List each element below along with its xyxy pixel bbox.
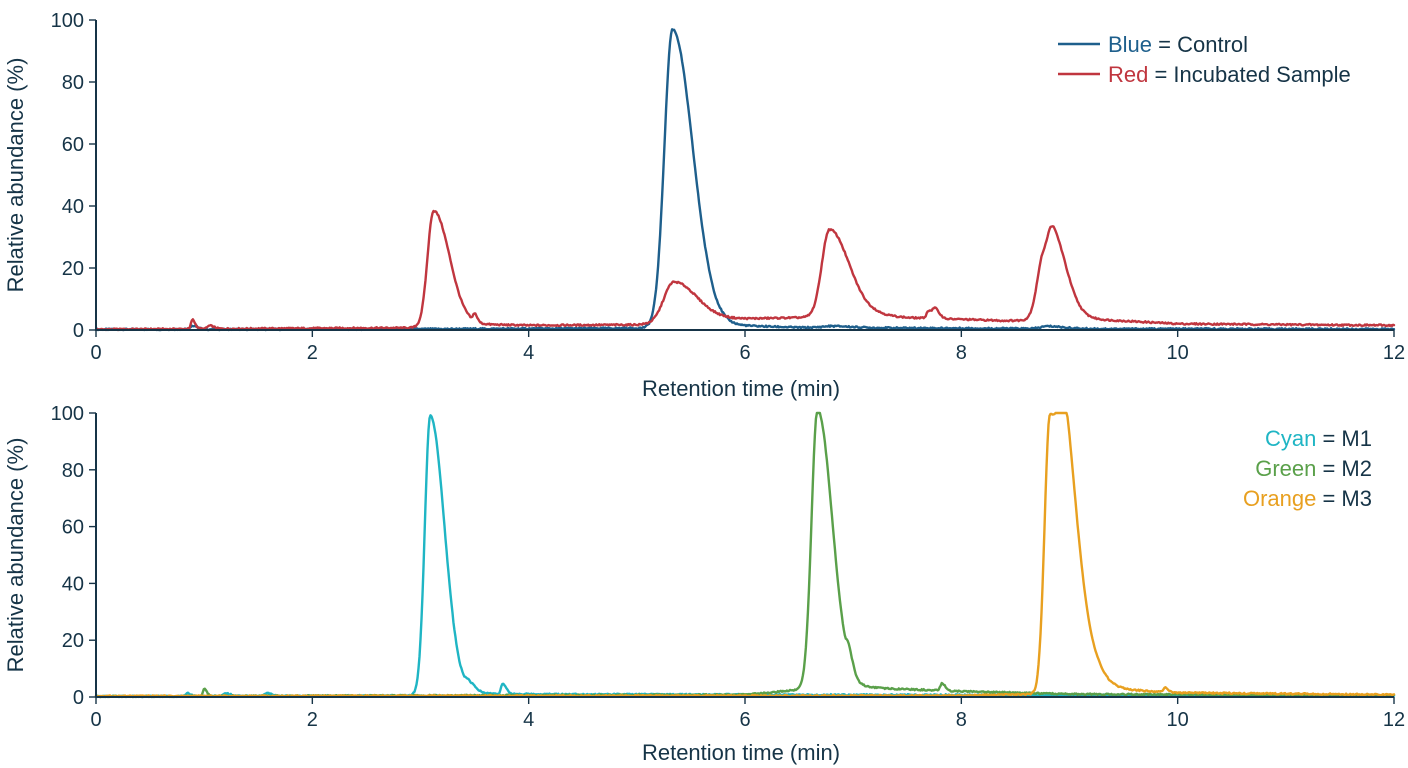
legend-item-blue-control: Blue = Control	[1058, 32, 1248, 57]
x-tick-label: 12	[1383, 709, 1405, 731]
series-line-0-1	[94, 209, 1396, 332]
x-tick-label: 0	[90, 342, 101, 364]
legend-rest-text: = M2	[1316, 456, 1372, 481]
x-tick-label: 10	[1167, 342, 1189, 364]
series-line-1-2	[94, 411, 1396, 698]
series-line-1-1	[94, 411, 1396, 699]
legend-item-red-incubated: Red = Incubated Sample	[1058, 62, 1351, 87]
series-line-1-0	[94, 414, 1396, 699]
x-tick-label: 2	[307, 709, 318, 731]
legend-rest-text: = Control	[1152, 32, 1248, 57]
y-tick-label: 80	[62, 460, 84, 482]
y-tick-label: 100	[51, 10, 84, 32]
y-tick-label: 40	[62, 196, 84, 218]
y-tick-label: 100	[51, 403, 84, 425]
legend-rest-text: = M1	[1316, 426, 1372, 451]
legend-color-word: Blue	[1108, 32, 1152, 57]
y-tick-label: 0	[73, 320, 84, 342]
y-tick-label: 60	[62, 517, 84, 539]
legend-rest-text: = Incubated Sample	[1148, 62, 1350, 87]
x-tick-label: 8	[956, 342, 967, 364]
svg-text:Blue = Control: Blue = Control	[1108, 32, 1248, 57]
top-chromatogram-panel: 0 2 4 6 8 10 12 0 20 40 60 80 100 Retention time (mi…	[3, 10, 1405, 401]
top-y-axis-title: Relative abundance (%)	[3, 58, 28, 293]
y-tick-label: 80	[62, 72, 84, 94]
x-tick-label: 12	[1383, 342, 1405, 364]
x-tick-label: 10	[1167, 709, 1189, 731]
bottom-y-axis-title: Relative abundance (%)	[3, 438, 28, 673]
x-tick-label: 0	[90, 709, 101, 731]
y-tick-label: 60	[62, 134, 84, 156]
legend-item-cyan-m1: Cyan = M1	[1265, 426, 1372, 451]
top-x-axis-title: Retention time (min)	[642, 376, 840, 401]
legend-color-word: Cyan	[1265, 426, 1316, 451]
bottom-legend: Cyan = M1 Green = M2 Orange = M3	[1243, 426, 1372, 511]
legend-item-orange-m3: Orange = M3	[1243, 486, 1372, 511]
x-tick-label: 4	[523, 709, 534, 731]
y-tick-label: 20	[62, 258, 84, 280]
legend-color-word: Green	[1255, 456, 1316, 481]
legend-item-green-m2: Green = M2	[1255, 456, 1372, 481]
x-tick-label: 6	[739, 709, 750, 731]
legend-color-word: Orange	[1243, 486, 1316, 511]
x-tick-label: 2	[307, 342, 318, 364]
bottom-chromatogram-panel: 0 2 4 6 8 10 12 0 20 40 60 80 100 Retention time (mi…	[3, 403, 1405, 765]
bottom-plot-area	[94, 411, 1396, 699]
y-tick-label: 20	[62, 630, 84, 652]
x-tick-label: 8	[956, 709, 967, 731]
top-legend: Blue = Control Red = Incubated Sample	[1058, 32, 1351, 87]
bottom-axis-ticks: 0 2 4 6 8 10 12 0 20 40 60 80 100	[51, 403, 1406, 731]
legend-color-word: Red	[1108, 62, 1148, 87]
y-tick-label: 0	[73, 687, 84, 709]
top-axis-ticks: 0 2 4 6 8 10 12 0 20 40 60 80 100	[51, 10, 1406, 364]
y-tick-label: 40	[62, 573, 84, 595]
x-tick-label: 4	[523, 342, 534, 364]
legend-rest-text: = M3	[1316, 486, 1372, 511]
bottom-x-axis-title: Retention time (min)	[642, 740, 840, 765]
svg-text:Red = Incubated Sample: Red = Incubated Sample	[1108, 62, 1351, 87]
x-tick-label: 6	[739, 342, 750, 364]
